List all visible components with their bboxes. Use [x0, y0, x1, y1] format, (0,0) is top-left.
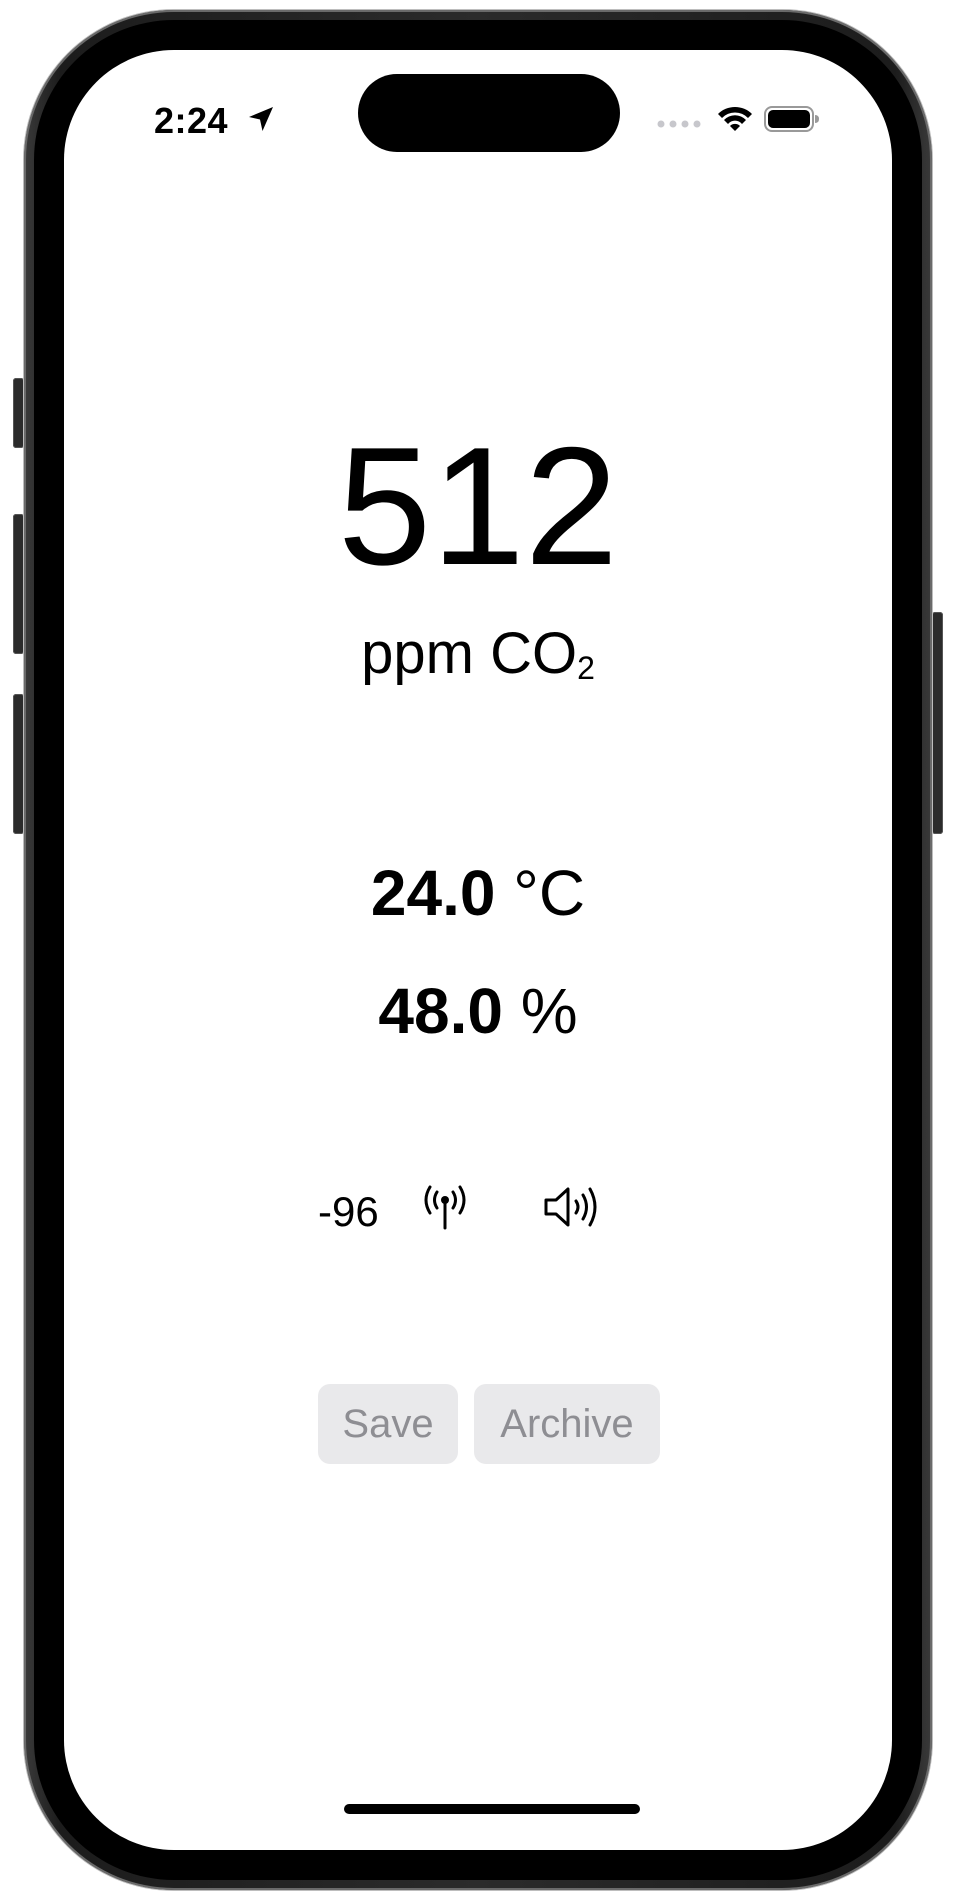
wifi-icon: [718, 106, 752, 131]
humidity-value: 48.0: [378, 975, 503, 1047]
humidity-reading: 48.0 %: [64, 976, 892, 1046]
temperature-value: 24.0: [370, 857, 496, 929]
cellular-dots-icon: [657, 120, 701, 128]
save-button[interactable]: Save: [318, 1384, 458, 1464]
speaker-icon[interactable]: [542, 1184, 608, 1230]
co2-unit-label: ppm CO: [361, 621, 578, 686]
archive-button[interactable]: Archive: [474, 1384, 660, 1464]
temperature-reading: 24.0 °C: [64, 858, 892, 928]
location-arrow-icon: [249, 107, 273, 131]
action-button: [13, 378, 24, 448]
screen: 2:24 512 ppm CO2: [64, 50, 892, 1850]
device-frame: 2:24 512 ppm CO2: [24, 10, 932, 1890]
co2-unit: ppm CO2: [64, 622, 892, 694]
status-time: 2:24: [154, 100, 229, 141]
temperature-unit: °C: [513, 857, 586, 929]
power-button: [932, 612, 943, 834]
battery-icon: [764, 106, 819, 132]
co2-value: 512: [337, 412, 619, 600]
volume-down-button: [13, 694, 24, 834]
rssi-value: -96: [318, 1188, 379, 1235]
humidity-unit: %: [520, 975, 578, 1047]
antenna-icon: [424, 1185, 466, 1230]
volume-up-button: [13, 514, 24, 654]
dynamic-island: [358, 74, 620, 152]
home-indicator[interactable]: [344, 1804, 640, 1814]
co2-unit-subscript: 2: [577, 650, 595, 686]
